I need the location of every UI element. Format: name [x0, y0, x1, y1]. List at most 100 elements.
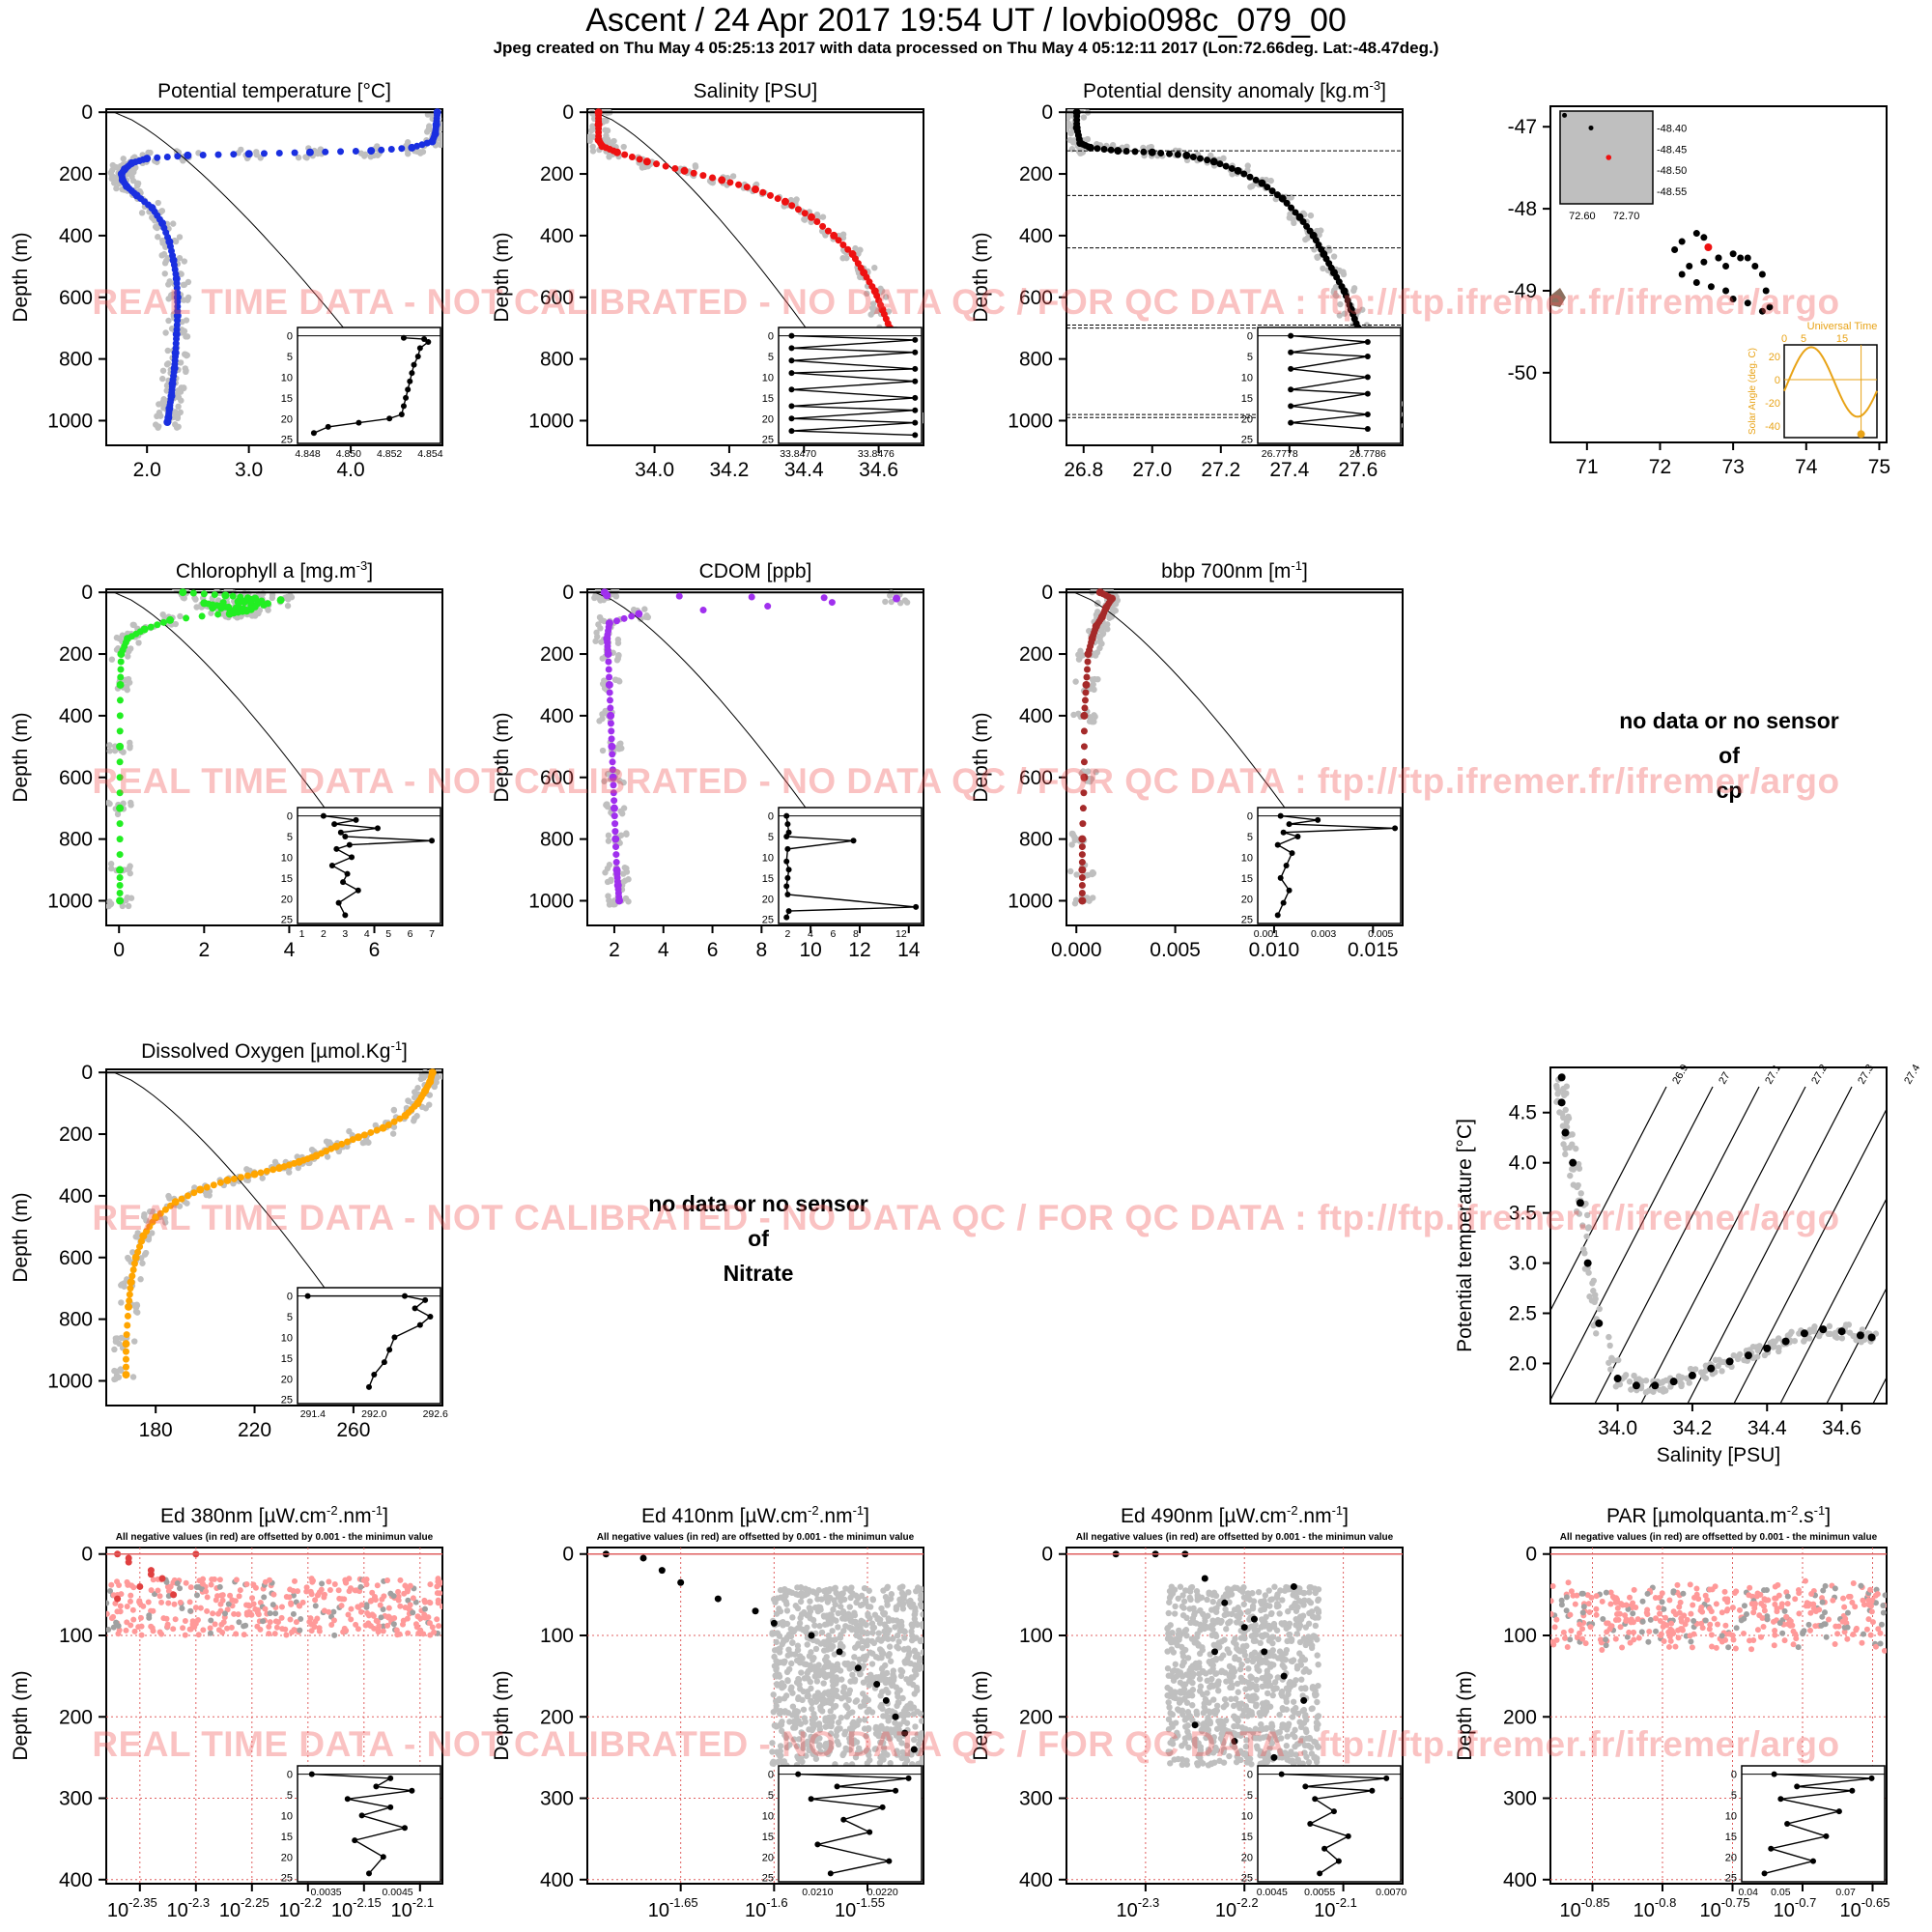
- negative-offset-point: [405, 1597, 412, 1604]
- history-cloud: [1067, 589, 1122, 907]
- history-point: [1066, 114, 1071, 121]
- history-point: [804, 1692, 810, 1700]
- history-point: [784, 1710, 792, 1717]
- history-point: [869, 1596, 876, 1603]
- y-tick-label: 800: [1019, 349, 1053, 371]
- ts-inner: [1550, 1072, 1887, 1404]
- chart-title: Dissolved Oxygen [µmol.Kg-1]: [141, 1038, 408, 1063]
- history-point: [1311, 1738, 1318, 1746]
- data-point: [759, 188, 767, 196]
- inset-frame: [297, 1765, 441, 1883]
- y-tick-label: 100: [59, 1625, 93, 1647]
- history-point: [840, 1684, 847, 1690]
- x-tick-label: 4: [658, 939, 669, 961]
- history-point: [1244, 1657, 1251, 1664]
- negative-offset-point: [155, 1587, 161, 1594]
- history-point: [414, 1084, 421, 1092]
- x-tick-label: 34.4: [784, 459, 824, 481]
- history-point: [914, 1621, 921, 1629]
- history-point: [118, 1299, 125, 1306]
- history-point: [820, 1680, 827, 1687]
- negative-offset-point: [131, 1628, 138, 1634]
- log-exponent: -1.65: [669, 1895, 698, 1910]
- history-point: [1182, 1723, 1189, 1730]
- x-tick-label: 27.4: [1269, 459, 1309, 481]
- history-point: [840, 1627, 847, 1634]
- inset-x-tick-label: 12: [895, 928, 907, 940]
- x-tick-label: 34.4: [1747, 1417, 1787, 1439]
- data-point: [611, 797, 618, 805]
- history-point: [612, 593, 620, 600]
- negative-offset-point: [203, 1588, 210, 1595]
- data-point: [154, 621, 161, 629]
- page-subtitle: Jpeg created on Thu May 4 05:25:13 2017 …: [493, 39, 1439, 57]
- history-point: [159, 240, 166, 246]
- negative-offset-point: [182, 1617, 188, 1624]
- chart-title: bbp 700nm [m-1]: [1161, 558, 1308, 582]
- history-point: [623, 831, 630, 838]
- data-point: [774, 195, 781, 203]
- y-tick-label: 600: [540, 767, 574, 789]
- y-tick-label: 400: [59, 1869, 93, 1891]
- history-point: [1702, 1375, 1710, 1381]
- negative-offset-point: [271, 1631, 278, 1637]
- history-point: [917, 1710, 923, 1718]
- data-point: [1569, 1158, 1577, 1167]
- negative-offset-point: [172, 1616, 179, 1623]
- history-point: [830, 1682, 837, 1690]
- history-point: [1312, 1589, 1319, 1597]
- history-point: [898, 1740, 905, 1747]
- history-point: [911, 1647, 919, 1654]
- history-point: [1179, 1592, 1186, 1599]
- history-point: [1315, 1744, 1321, 1750]
- inset-line: [323, 814, 433, 916]
- history-point: [832, 1702, 839, 1710]
- current-position: [1704, 242, 1713, 251]
- history-point: [901, 1658, 908, 1665]
- history-point: [184, 297, 191, 303]
- history-point: [894, 1751, 900, 1758]
- chart-title: Salinity [PSU]: [694, 80, 817, 102]
- data-point: [1078, 874, 1086, 882]
- history-point: [1200, 1709, 1208, 1717]
- data-point: [1079, 820, 1087, 828]
- history-point: [1206, 1590, 1212, 1598]
- data-point: [873, 1681, 881, 1689]
- history-point: [601, 709, 609, 717]
- history-point: [852, 1753, 860, 1761]
- history-point: [864, 1630, 871, 1636]
- data-point: [1258, 179, 1266, 187]
- y-tick-label: 800: [540, 829, 574, 851]
- history-point: [171, 589, 178, 591]
- history-point: [847, 1617, 854, 1625]
- negative-offset-point: [396, 1631, 403, 1637]
- inset-point: [325, 423, 331, 430]
- history-point: [788, 1660, 795, 1667]
- data-point: [210, 1181, 217, 1189]
- history-point: [860, 1619, 867, 1626]
- history-point: [896, 1584, 903, 1592]
- history-point: [1842, 1321, 1850, 1328]
- track-point: [1758, 307, 1766, 315]
- data-point: [154, 154, 161, 161]
- history-point: [811, 1605, 819, 1611]
- inset-point: [886, 1858, 893, 1864]
- history-point: [853, 1627, 860, 1634]
- history-point: [866, 1587, 872, 1594]
- inset-y-tick-label: 20: [762, 413, 774, 425]
- x-tick-label: 74: [1795, 456, 1818, 478]
- x-tick-label: 10-2.1: [390, 1895, 434, 1921]
- negative-offset-point: [283, 1632, 290, 1638]
- negative-offset-point: [331, 1581, 338, 1588]
- history-point: [183, 333, 189, 340]
- history-point: [875, 1674, 882, 1681]
- history-point: [842, 1585, 849, 1592]
- y-tick-label: 4.5: [1509, 1102, 1537, 1124]
- data-point: [128, 1272, 136, 1280]
- history-point: [1221, 1695, 1229, 1703]
- history-point: [1080, 768, 1087, 775]
- data-point: [892, 1713, 899, 1720]
- history-point: [778, 1594, 784, 1601]
- history-point: [835, 1719, 842, 1726]
